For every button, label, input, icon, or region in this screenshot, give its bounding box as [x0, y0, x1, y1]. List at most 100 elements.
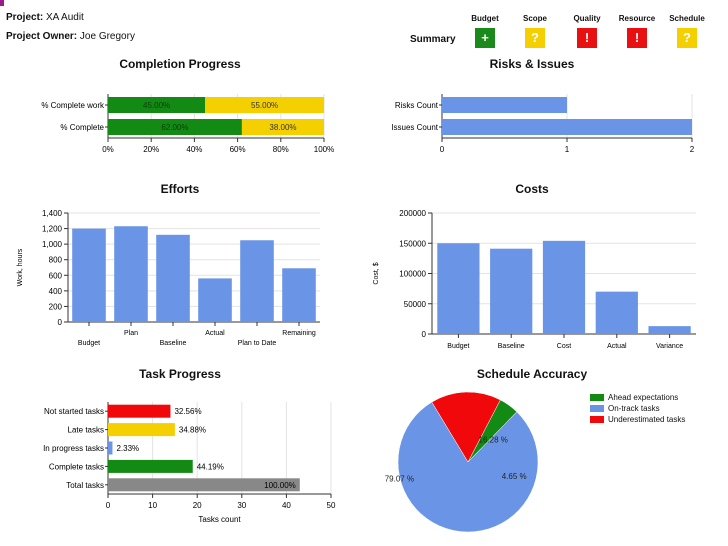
- completion-category-label: % Complete: [60, 123, 104, 132]
- efforts-tick-label: 400: [49, 287, 63, 296]
- budget-status-icon: +: [475, 28, 495, 48]
- tasks-category-label: Late tasks: [68, 426, 104, 435]
- costs-category-label: Baseline: [498, 343, 525, 350]
- legend-swatch: [590, 416, 604, 424]
- costs-category-label: Cost: [557, 343, 571, 350]
- efforts-category-label: Baseline: [160, 340, 187, 347]
- completion-tick-label: 80%: [273, 145, 289, 154]
- legend-label: Ahead expectations: [608, 393, 679, 402]
- tasks-tick-label: 30: [237, 501, 246, 510]
- status-label-budget: Budget: [471, 14, 499, 23]
- tasks-bar: [108, 441, 113, 455]
- tasks-category-label: Not started tasks: [44, 407, 104, 416]
- schedule-legend: Ahead expectations On-track tasks Undere…: [590, 392, 685, 425]
- schedule-slice: [397, 401, 539, 533]
- schedule-slice-label: 79.07 %: [385, 475, 414, 484]
- costs-bar: [648, 326, 691, 334]
- owner-line: Project Owner: Joe Gregory: [6, 31, 135, 42]
- schedule-slice-label: 16.28 %: [479, 435, 508, 444]
- costs-category-label: Budget: [447, 343, 469, 350]
- efforts-tick-label: 200: [49, 302, 63, 311]
- legend-item: Ahead expectations: [590, 392, 685, 403]
- legend-item: Underestimated tasks: [590, 414, 685, 425]
- costs-bar: [437, 243, 480, 334]
- status-label-resource: Resource: [618, 14, 656, 23]
- risks-tick-label: 2: [690, 145, 695, 154]
- efforts-title: Efforts: [160, 182, 200, 196]
- efforts-bar: [156, 234, 190, 322]
- risks-tick-label: 1: [565, 145, 570, 154]
- efforts-tick-label: 0: [58, 318, 63, 327]
- scope-status-icon: ?: [525, 28, 545, 48]
- costs-tick-label: 100000: [399, 270, 426, 279]
- tasks-data-label: 34.88%: [179, 426, 206, 435]
- schedule-accuracy-title: Schedule Accuracy: [476, 367, 588, 381]
- efforts-category-label: Budget: [78, 340, 100, 347]
- status-label-scope: Scope: [522, 14, 547, 23]
- status-label-schedule: Schedule: [669, 14, 705, 23]
- completion-title: Completion Progress: [119, 57, 241, 71]
- legend-item: On-track tasks: [590, 403, 685, 414]
- costs-category-label: Variance: [656, 343, 683, 350]
- status-label-quality: Quality: [573, 14, 601, 23]
- tasks-tick-label: 20: [193, 501, 202, 510]
- completion-bar: [108, 119, 242, 135]
- efforts-category-label: Actual: [205, 330, 225, 337]
- risks-tick-label: 0: [440, 145, 445, 154]
- resource-status-icon: !: [627, 28, 647, 48]
- costs-bar: [595, 291, 638, 334]
- efforts-tick-label: 1,000: [42, 240, 63, 249]
- costs-tick-label: 0: [422, 330, 427, 339]
- tasks-bar: [108, 423, 175, 437]
- completion-data-label: 55.00%: [251, 101, 278, 110]
- risks-title: Risks & Issues: [489, 57, 575, 71]
- project-label: Project:: [6, 12, 44, 23]
- efforts-category-label: Remaining: [282, 330, 316, 337]
- risks-category-label: Issues Count: [391, 123, 438, 132]
- tasks-bar: [108, 404, 171, 418]
- completion-tick-label: 40%: [186, 145, 202, 154]
- tasks-tick-label: 40: [282, 501, 291, 510]
- costs-bar: [490, 248, 533, 334]
- completion-data-label: 38.00%: [269, 123, 296, 132]
- completion-tick-label: 20%: [143, 145, 159, 154]
- costs-tick-label: 200000: [399, 209, 426, 218]
- completion-bar: [108, 97, 206, 113]
- tasks-bar: [108, 478, 300, 492]
- tasks-data-label: 100.00%: [264, 481, 296, 490]
- completion-data-label: 62.00%: [161, 123, 188, 132]
- efforts-bar: [114, 226, 148, 322]
- risks-bar: [442, 97, 567, 113]
- tasks-data-label: 2.33%: [116, 444, 139, 453]
- risks-bar: [442, 119, 692, 135]
- efforts-y-axis-label: Work, hours: [17, 248, 24, 286]
- costs-y-axis-label: Cost, $: [373, 262, 380, 284]
- completion-bar: [241, 119, 324, 135]
- legend-swatch: [590, 394, 604, 402]
- schedule-status-icon: ?: [677, 28, 697, 48]
- tasks-x-axis-label: Tasks count: [198, 515, 241, 524]
- risks-category-label: Risks Count: [395, 101, 439, 110]
- efforts-category-label: Plan: [124, 330, 138, 337]
- tasks-tick-label: 0: [106, 501, 111, 510]
- completion-bar: [205, 97, 324, 113]
- tasks-bar: [108, 459, 193, 473]
- accent-mark: [0, 0, 4, 6]
- efforts-bar: [198, 278, 232, 322]
- costs-tick-label: 50000: [404, 300, 427, 309]
- tasks-category-label: Total tasks: [66, 481, 104, 490]
- tasks-data-label: 32.56%: [174, 407, 201, 416]
- schedule-slice-label: 4.65 %: [502, 472, 527, 481]
- completion-category-label: % Complete work: [41, 101, 105, 110]
- legend-label: Underestimated tasks: [608, 415, 686, 424]
- legend-label: On-track tasks: [608, 404, 660, 413]
- project-name: XA Audit: [46, 12, 84, 23]
- owner-label: Project Owner:: [6, 31, 78, 42]
- quality-status-icon: !: [577, 28, 597, 48]
- efforts-bar: [72, 228, 106, 322]
- efforts-tick-label: 1,200: [42, 225, 63, 234]
- summary-label: Summary: [410, 34, 456, 45]
- tasks-tick-label: 10: [148, 501, 157, 510]
- completion-tick-label: 100%: [314, 145, 334, 154]
